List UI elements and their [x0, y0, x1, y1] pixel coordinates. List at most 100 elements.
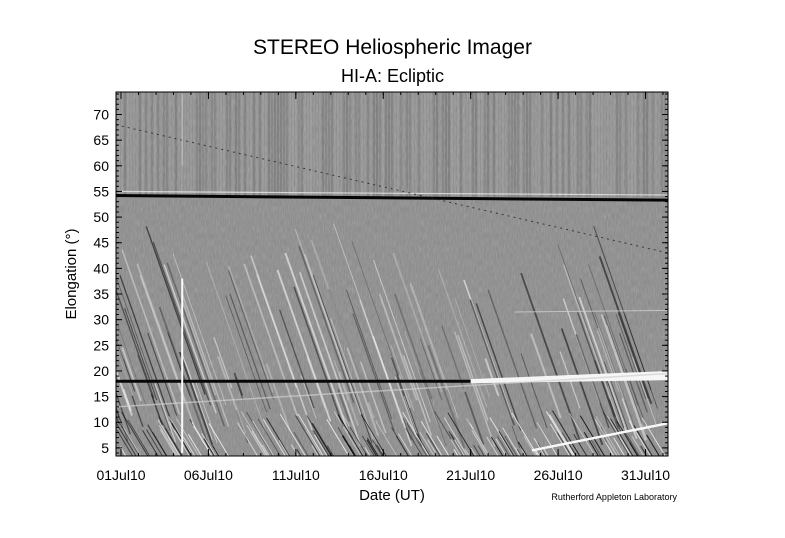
image-streak-low [187, 434, 202, 456]
image-streak-low [341, 435, 355, 456]
x-tick-label: 21Jul10 [446, 467, 495, 483]
image-streak [205, 262, 267, 433]
image-streak [294, 228, 354, 394]
image-streak-low [118, 419, 142, 456]
image-streak [464, 391, 485, 445]
bands [116, 94, 668, 453]
image-streak-low [569, 412, 596, 456]
image-streak-low [237, 422, 258, 456]
streaks [116, 92, 666, 456]
image-streak-low [552, 410, 581, 456]
y-tick-label: 5 [101, 440, 109, 456]
image-streak-low [473, 444, 481, 456]
image-streak [394, 376, 418, 438]
image-streak-low [342, 434, 356, 456]
image-streak-low [490, 436, 504, 456]
image-streak [617, 312, 649, 399]
faint-track [514, 309, 668, 313]
x-tick-label: 31Jul10 [621, 467, 670, 483]
image-streak [180, 350, 213, 441]
image-streak-low [333, 411, 362, 456]
image-streak-low [364, 446, 371, 456]
image-streak-low [296, 449, 302, 456]
image-streak [233, 372, 244, 396]
image-streak-low [419, 431, 435, 456]
image-streak-low [573, 433, 588, 456]
image-streak [154, 383, 177, 443]
image-streak [346, 289, 393, 420]
image-streak-low [311, 444, 319, 456]
image-streak [578, 296, 628, 433]
image-streak-low [345, 441, 355, 456]
image-streak-low [436, 435, 450, 456]
image-streak [593, 225, 652, 390]
image-streak-low [182, 436, 196, 456]
image-streak-low [279, 413, 306, 456]
image-streak-low [290, 444, 299, 456]
image-streak-low [121, 411, 149, 456]
image-streak [194, 379, 218, 444]
image-streak [609, 399, 622, 432]
image-streak [560, 328, 604, 446]
image-streak-low [295, 415, 321, 456]
image-streak-low [313, 434, 328, 456]
image-streak-low [619, 437, 631, 456]
image-streak-low [631, 436, 645, 456]
image-streak-low [504, 436, 518, 456]
image-streak [250, 255, 313, 431]
image-streak-low [606, 415, 632, 456]
image-streak-low [326, 419, 350, 456]
image-streak-low [406, 422, 428, 456]
image-streak [403, 413, 415, 443]
image-streak [511, 425, 521, 448]
image-streak [213, 337, 233, 389]
image-streak-low [515, 447, 521, 456]
image-streak-low [152, 432, 168, 456]
y-tick-label: 65 [93, 132, 109, 148]
image-streak [597, 322, 626, 400]
image-streak-low [142, 430, 159, 456]
image-streak [116, 319, 146, 405]
image-streak-low [453, 449, 459, 456]
image-streak-low [266, 417, 290, 456]
image-streak-low [326, 445, 334, 456]
image-streak [299, 272, 362, 447]
image-streak-low [116, 421, 137, 456]
image-streak [116, 275, 171, 431]
image-streak [178, 351, 214, 446]
image-streak [469, 299, 515, 426]
image-streak-low [498, 431, 515, 456]
image-streak-low [536, 422, 558, 456]
image-streak [359, 299, 404, 424]
image-streak [116, 405, 129, 441]
y-axis-label: Elongation (°) [63, 228, 80, 319]
image-streak-low [158, 425, 179, 456]
dark-band [116, 194, 668, 202]
image-streak-low [252, 420, 275, 456]
image-streak-low [543, 448, 549, 456]
image-streak [167, 331, 191, 397]
image-streak [121, 347, 142, 402]
image-streak [632, 357, 657, 424]
y-axis: 5 10 15 20 25 30 35 40 45 50 55 60 65 70 [93, 93, 668, 456]
credit-label: Rutherford Appleton Laboratory [551, 492, 677, 502]
x-axis: 01Jul10 06Jul10 11Jul10 16Jul10 21Jul10 26Jul… [96, 92, 670, 483]
image-streak-low [360, 414, 387, 456]
image-streak-low [589, 436, 602, 456]
image-streak-low [521, 448, 527, 456]
y-tick-label: 60 [93, 158, 109, 174]
image-streak [181, 294, 230, 427]
image-streak-low [545, 411, 574, 456]
image-streak-low [364, 421, 386, 456]
image-streak [457, 334, 489, 421]
image-streak-low [450, 439, 462, 456]
image-streak-low [372, 439, 383, 456]
image-streak [390, 344, 415, 412]
image-streak-low [293, 431, 309, 456]
image-streak-low [184, 445, 192, 456]
image-streak-low [349, 426, 368, 456]
image-streak-low [240, 411, 269, 456]
image-streak [327, 288, 370, 403]
image-streak [116, 413, 120, 425]
